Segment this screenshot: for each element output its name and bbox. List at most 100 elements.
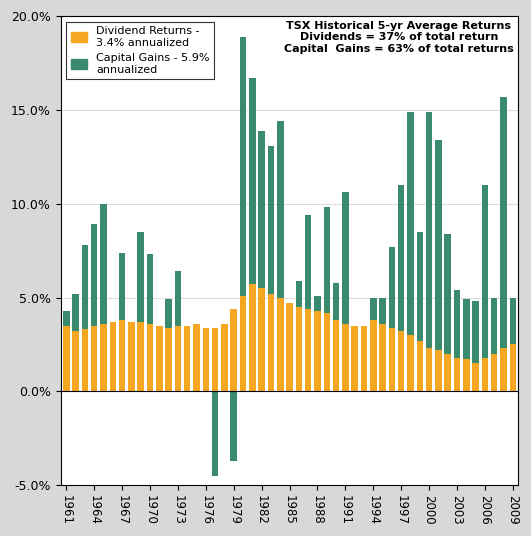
Bar <box>249 78 255 391</box>
Bar <box>268 294 274 391</box>
Bar <box>352 371 358 391</box>
Bar <box>296 307 302 391</box>
Bar <box>82 245 88 391</box>
Bar <box>305 309 311 391</box>
Bar <box>156 326 162 391</box>
Bar <box>379 324 386 391</box>
Bar <box>333 282 339 391</box>
Bar <box>323 207 330 391</box>
Bar <box>342 324 349 391</box>
Bar <box>240 296 246 391</box>
Bar <box>175 326 181 391</box>
Bar <box>165 327 172 391</box>
Bar <box>109 343 116 391</box>
Bar <box>305 215 311 391</box>
Bar <box>482 185 488 391</box>
Bar <box>147 324 153 391</box>
Bar <box>286 303 293 391</box>
Bar <box>240 37 246 391</box>
Bar <box>193 324 200 391</box>
Bar <box>416 232 423 391</box>
Bar <box>72 331 79 391</box>
Bar <box>202 390 209 391</box>
Bar <box>454 290 460 391</box>
Bar <box>286 305 293 391</box>
Bar <box>500 97 507 391</box>
Bar <box>230 391 237 461</box>
Bar <box>296 281 302 391</box>
Bar <box>277 121 284 391</box>
Bar <box>230 309 237 391</box>
Bar <box>444 354 451 391</box>
Bar <box>407 112 414 391</box>
Bar <box>119 252 125 391</box>
Bar <box>473 301 479 391</box>
Bar <box>482 358 488 391</box>
Bar <box>379 297 386 391</box>
Bar <box>444 234 451 391</box>
Bar <box>398 331 405 391</box>
Bar <box>268 146 274 391</box>
Bar <box>463 360 469 391</box>
Bar <box>212 391 218 476</box>
Bar <box>314 296 321 391</box>
Bar <box>407 335 414 391</box>
Bar <box>212 327 218 391</box>
Bar <box>314 311 321 391</box>
Bar <box>416 341 423 391</box>
Bar <box>463 300 469 391</box>
Bar <box>221 354 228 391</box>
Bar <box>221 324 228 391</box>
Bar <box>193 350 200 391</box>
Bar <box>184 326 191 391</box>
Legend: Dividend Returns -
3.4% annualized, Capital Gains - 5.9%
annualized: Dividend Returns - 3.4% annualized, Capi… <box>66 21 214 79</box>
Bar <box>100 324 107 391</box>
Bar <box>454 358 460 391</box>
Bar <box>370 320 376 391</box>
Bar <box>435 350 442 391</box>
Bar <box>491 354 498 391</box>
Bar <box>82 330 88 391</box>
Bar <box>323 312 330 391</box>
Bar <box>370 297 376 391</box>
Bar <box>156 348 162 391</box>
Bar <box>91 326 98 391</box>
Bar <box>333 320 339 391</box>
Bar <box>128 345 135 391</box>
Bar <box>352 326 358 391</box>
Bar <box>63 311 70 391</box>
Bar <box>389 327 395 391</box>
Bar <box>63 326 70 391</box>
Bar <box>202 327 209 391</box>
Bar <box>510 297 516 391</box>
Bar <box>398 185 405 391</box>
Bar <box>389 247 395 391</box>
Bar <box>473 363 479 391</box>
Bar <box>361 367 367 391</box>
Bar <box>426 112 432 391</box>
Bar <box>259 288 265 391</box>
Bar <box>435 140 442 391</box>
Bar <box>72 294 79 391</box>
Bar <box>500 348 507 391</box>
Bar <box>138 232 144 391</box>
Bar <box>128 322 135 391</box>
Bar <box>259 131 265 391</box>
Text: TSX Historical 5-yr Average Returns
Dividends = 37% of total return
Capital  Gai: TSX Historical 5-yr Average Returns Divi… <box>284 21 514 54</box>
Bar <box>91 225 98 391</box>
Bar <box>249 285 255 391</box>
Bar <box>109 322 116 391</box>
Bar <box>138 322 144 391</box>
Bar <box>100 204 107 391</box>
Bar <box>165 300 172 391</box>
Bar <box>184 363 191 391</box>
Bar <box>175 271 181 391</box>
Bar <box>510 345 516 391</box>
Bar <box>491 297 498 391</box>
Bar <box>119 320 125 391</box>
Bar <box>426 348 432 391</box>
Bar <box>277 297 284 391</box>
Bar <box>361 326 367 391</box>
Bar <box>342 192 349 391</box>
Bar <box>147 255 153 391</box>
